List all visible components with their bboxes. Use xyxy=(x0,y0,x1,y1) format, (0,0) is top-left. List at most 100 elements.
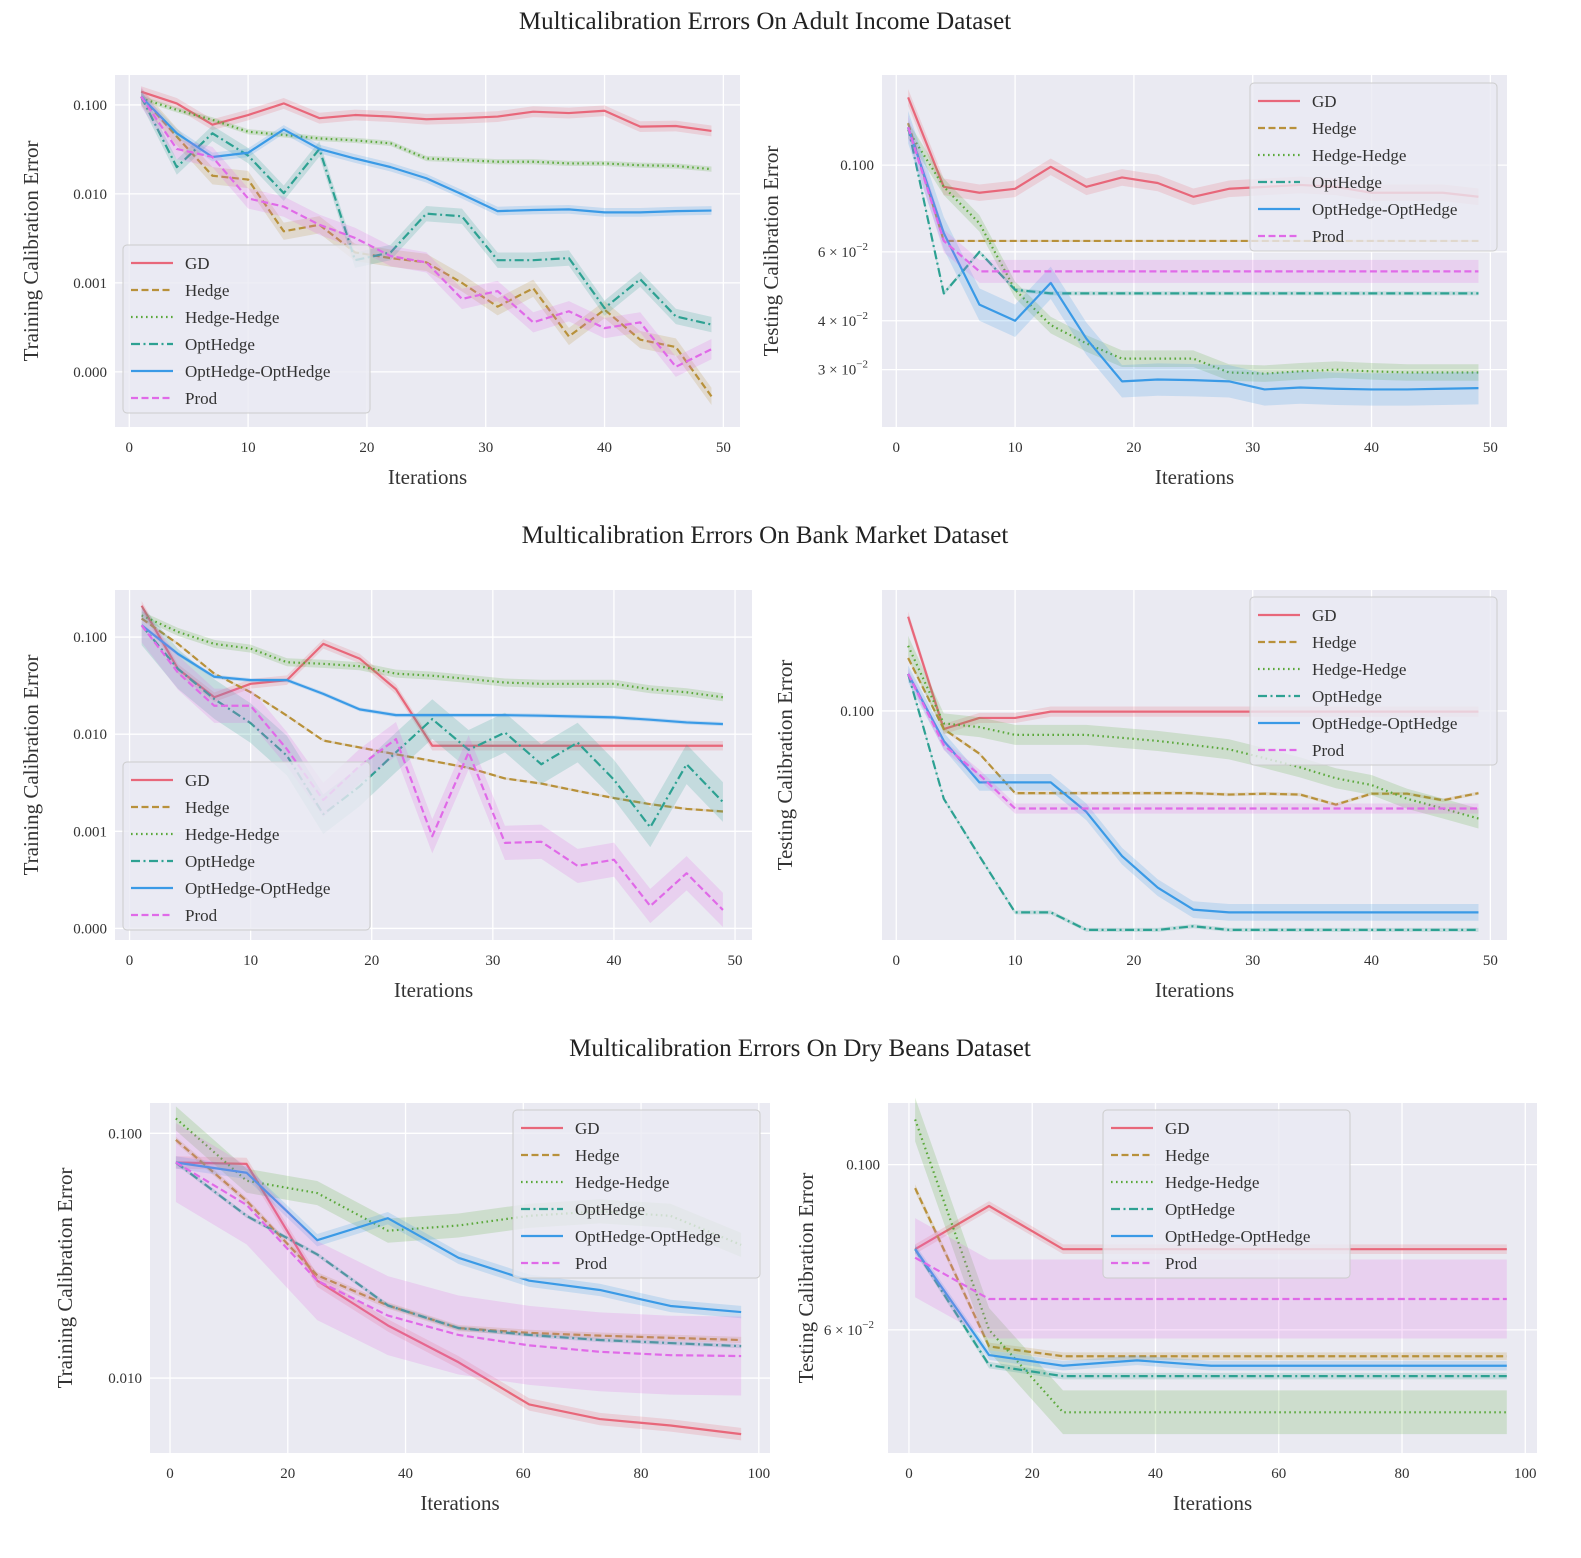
subplot-1: 0 10 20 30 40 50 0.100 6 × 10−2 4 × 10−2 3 × 10−2… xyxy=(759,75,1507,489)
tick-exponent: −2 xyxy=(856,359,868,371)
legend-box xyxy=(1102,1109,1351,1279)
y-tick-label: 0.000 xyxy=(73,365,107,381)
ci-band-hedge-hedge xyxy=(908,121,1479,382)
ci-band-opthedge xyxy=(141,605,723,848)
x-axis-label: Iterations xyxy=(394,978,473,1002)
legend-box xyxy=(1249,82,1498,252)
y-axis-label: Testing Calibration Error xyxy=(794,1173,818,1384)
y-axis-label: Training Calibration Error xyxy=(19,141,43,362)
legend-label: Hedge xyxy=(185,798,229,817)
ci-band-hedge-hedge xyxy=(915,1097,1507,1435)
x-tick-label: 50 xyxy=(1483,953,1498,969)
y-tick-label: 4 × 10−2 xyxy=(818,310,868,330)
x-tick-label: 30 xyxy=(485,953,500,969)
x-tick-label: 100 xyxy=(748,1466,771,1482)
x-tick-label: 20 xyxy=(280,1466,295,1482)
legend-label: OptHedge-OptHedge xyxy=(185,362,330,381)
y-tick-label: 6 × 10−2 xyxy=(824,1319,874,1339)
legend-label: Hedge xyxy=(185,281,229,300)
x-tick-label: 0 xyxy=(126,953,134,969)
x-tick-label: 20 xyxy=(1126,440,1141,456)
y-axis-label: Training Calibration Error xyxy=(53,1168,77,1389)
legend-label: Prod xyxy=(185,906,218,925)
x-tick-label: 10 xyxy=(243,953,258,969)
x-tick-label: 60 xyxy=(1271,1466,1286,1482)
legend: GD Hedge Hedge-Hedge OptHedge OptHedge-OptHe… xyxy=(1102,1109,1351,1279)
legend-label: Hedge-Hedge xyxy=(575,1173,669,1192)
legend-label: Prod xyxy=(1165,1254,1198,1273)
x-tick-label: 30 xyxy=(1245,953,1260,969)
x-tick-label: 80 xyxy=(634,1466,649,1482)
legend-label: Hedge-Hedge xyxy=(1312,146,1406,165)
y-tick-label: 0.010 xyxy=(73,187,107,203)
ci-band-prod xyxy=(175,1122,742,1396)
ci-band-hedge-hedge xyxy=(908,635,1479,829)
series-line-opthedge xyxy=(140,96,712,326)
x-tick-label: 40 xyxy=(606,953,621,969)
figure-title-drybeans: Multicalibration Errors On Dry Beans Dat… xyxy=(569,1035,1031,1062)
x-tick-label: 20 xyxy=(364,953,379,969)
y-tick-label: 0.001 xyxy=(73,824,107,840)
legend: GD Hedge Hedge-Hedge OptHedge OptHedge-OptHe… xyxy=(512,1109,761,1279)
ci-band-opthedge-opthedge xyxy=(908,111,1479,406)
y-tick-label: 6 × 10−2 xyxy=(818,241,868,261)
x-tick-label: 50 xyxy=(716,440,731,456)
legend-label: OptHedge xyxy=(1312,687,1382,706)
x-tick-label: 0 xyxy=(905,1466,913,1482)
ci-band-hedge-hedge xyxy=(141,611,723,702)
legend-label: Hedge-Hedge xyxy=(1312,660,1406,679)
legend-label: OptHedge-OptHedge xyxy=(575,1227,720,1246)
legend-label: OptHedge-OptHedge xyxy=(1312,714,1457,733)
legend: GD Hedge Hedge-Hedge OptHedge OptHedge-OptHe… xyxy=(122,761,371,931)
tick-exponent: −2 xyxy=(862,1319,874,1331)
y-tick-label: 0.100 xyxy=(73,98,107,114)
legend-box xyxy=(122,244,371,414)
legend-label: OptHedge-OptHedge xyxy=(1165,1227,1310,1246)
legend-label: Hedge xyxy=(1312,119,1356,138)
y-tick-label: 0.100 xyxy=(73,630,107,646)
legend-label: GD xyxy=(1312,92,1337,111)
legend-label: OptHedge xyxy=(575,1200,645,1219)
y-axis-label: Training Calibration Error xyxy=(19,655,43,876)
legend-label: Prod xyxy=(575,1254,608,1273)
tick-exponent: −2 xyxy=(856,241,868,253)
series-line-hedge xyxy=(907,657,1479,806)
x-tick-label: 0 xyxy=(893,953,901,969)
x-tick-label: 60 xyxy=(516,1466,531,1482)
x-tick-label: 40 xyxy=(1148,1466,1163,1482)
x-tick-label: 100 xyxy=(1514,1466,1537,1482)
legend-label: GD xyxy=(1165,1119,1190,1138)
x-axis-label: Iterations xyxy=(420,1491,499,1515)
y-tick-label: 0.100 xyxy=(108,1126,142,1142)
figure-title-bank: Multicalibration Errors On Bank Market D… xyxy=(521,522,1009,549)
series-line-hedge xyxy=(914,1187,1507,1358)
legend-label: Hedge xyxy=(575,1146,619,1165)
legend-label: Prod xyxy=(1312,227,1345,246)
ci-band-prod xyxy=(908,115,1479,283)
x-tick-label: 0 xyxy=(166,1466,174,1482)
ci-band-opthedge-opthedge xyxy=(175,1156,742,1319)
x-tick-label: 20 xyxy=(1025,1466,1040,1482)
x-axis-label: Iterations xyxy=(1173,1491,1252,1515)
x-tick-label: 80 xyxy=(1395,1466,1410,1482)
legend-label: OptHedge-OptHedge xyxy=(185,879,330,898)
x-tick-label: 40 xyxy=(1364,440,1379,456)
subplot-4: 0 20 40 60 80 100 0.100 0.010 Iterations Training… xyxy=(53,1103,770,1515)
y-tick-label: 0.010 xyxy=(108,1371,142,1387)
legend: GD Hedge Hedge-Hedge OptHedge OptHedge-OptHe… xyxy=(1249,82,1498,252)
x-tick-label: 40 xyxy=(398,1466,413,1482)
x-axis-label: Iterations xyxy=(1155,978,1234,1002)
legend-box xyxy=(122,761,371,931)
legend: GD Hedge Hedge-Hedge OptHedge OptHedge-OptHe… xyxy=(1249,596,1498,766)
x-tick-label: 40 xyxy=(597,440,612,456)
figure-title-adult: Multicalibration Errors On Adult Income … xyxy=(518,8,1012,35)
legend-label: OptHedge xyxy=(185,852,255,871)
legend-box xyxy=(1249,596,1498,766)
y-tick-label: 0.100 xyxy=(846,1158,880,1174)
legend-label: GD xyxy=(185,771,210,790)
x-tick-label: 30 xyxy=(478,440,493,456)
x-tick-label: 10 xyxy=(1008,953,1023,969)
legend-label: Hedge-Hedge xyxy=(185,825,279,844)
legend-label: Prod xyxy=(185,389,218,408)
